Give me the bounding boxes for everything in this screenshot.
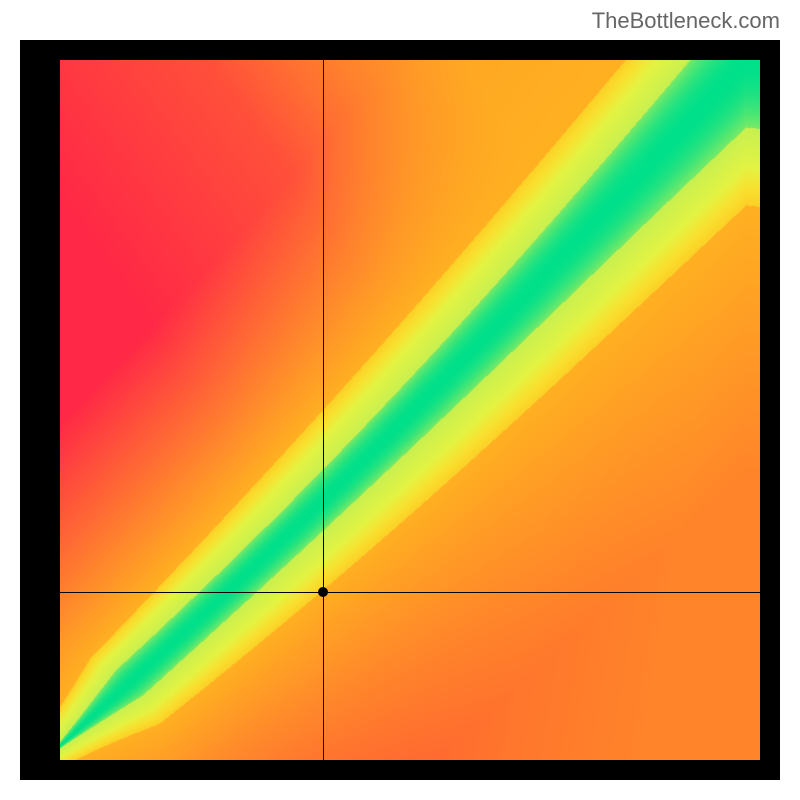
attribution-text: TheBottleneck.com: [592, 8, 780, 34]
chart-frame: [20, 40, 780, 780]
crosshair-horizontal: [60, 592, 760, 593]
chart-container: TheBottleneck.com: [0, 0, 800, 800]
crosshair-marker: [318, 587, 328, 597]
plot-area: [60, 60, 760, 760]
heatmap-canvas: [60, 60, 760, 760]
crosshair-vertical: [323, 60, 324, 760]
